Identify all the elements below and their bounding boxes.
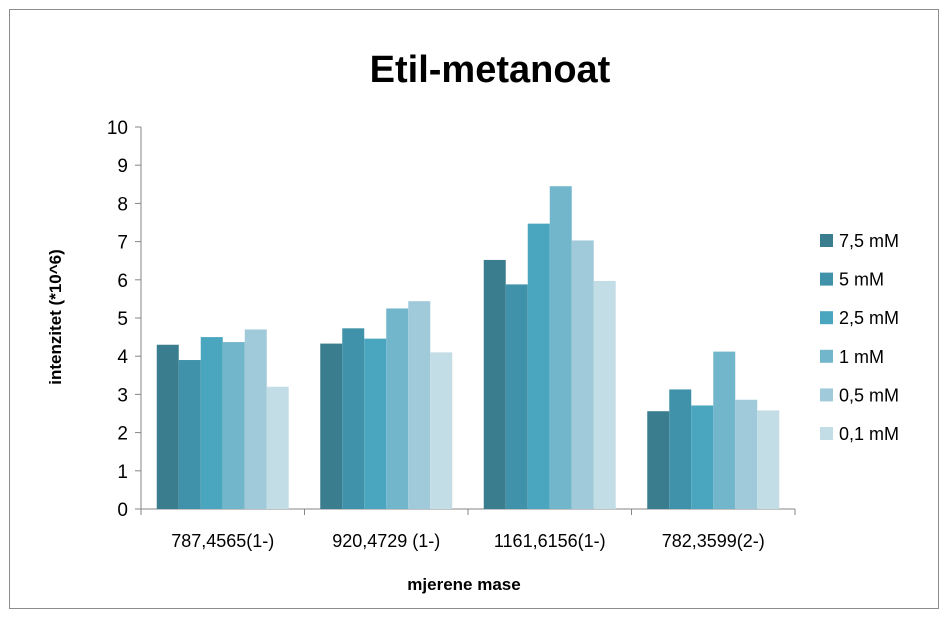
legend-label: 0,5 mM — [839, 385, 899, 405]
bar — [505, 284, 528, 509]
chart-title: Etil-metanoat — [370, 49, 611, 91]
y-tick-label: 5 — [117, 309, 128, 330]
y-axis-title: intenzitet (*10^6) — [46, 249, 65, 385]
legend-swatch — [820, 349, 833, 363]
plot-area: 0 1 2 3 4 5 6 7 8 9 10 787,4565(1-) 920,4729 (1-) 116… — [107, 118, 796, 551]
y-tick-label: 6 — [117, 271, 128, 292]
bar — [430, 352, 453, 509]
bar — [647, 411, 670, 509]
legend-swatch — [820, 427, 833, 440]
y-tick-label: 3 — [117, 385, 128, 406]
legend-label: 5 mM — [839, 270, 884, 290]
y-tick-label: 7 — [117, 233, 128, 254]
bar — [669, 389, 692, 509]
bar — [200, 337, 223, 509]
bar — [483, 259, 506, 509]
bar — [527, 223, 550, 509]
bar — [342, 328, 365, 509]
bar — [691, 405, 714, 509]
bar — [244, 329, 267, 509]
y-tick-label: 0 — [117, 500, 128, 521]
bar — [713, 351, 736, 509]
x-tick-label: 1161,6156(1-) — [494, 531, 606, 551]
x-tick-label: 782,3599(2-) — [662, 531, 765, 551]
bar — [222, 342, 245, 509]
bar — [178, 360, 201, 509]
bar — [735, 399, 758, 509]
y-tick-label: 1 — [117, 462, 128, 483]
bar — [266, 386, 289, 509]
bar — [408, 301, 431, 509]
y-tick-label: 8 — [117, 194, 128, 215]
bar — [320, 343, 343, 509]
bar-chart: Etil-metanoat mjerene mase intenzitet (*… — [46, 49, 899, 594]
legend-label: 2,5 mM — [839, 308, 899, 328]
legend-label: 1 mM — [839, 347, 884, 367]
bar — [364, 338, 387, 509]
x-tick-label: 787,4565(1-) — [171, 531, 274, 551]
y-tick-label: 4 — [117, 347, 128, 368]
y-tick-label: 9 — [117, 156, 128, 177]
legend-swatch — [820, 388, 833, 402]
bar — [549, 186, 572, 509]
bar — [757, 410, 780, 509]
legend-label: 7,5 mM — [839, 231, 899, 251]
bar — [156, 344, 179, 509]
y-tick-label: 10 — [107, 118, 128, 139]
legend-swatch — [820, 234, 833, 247]
x-axis-title: mjerene mase — [407, 575, 520, 594]
legend-swatch — [820, 311, 833, 325]
legend: 7,5 mM 5 mM 2,5 mM 1 mM 0,5 mM 0,1 mM — [820, 231, 899, 444]
x-tick-label: 920,4729 (1-) — [332, 531, 440, 551]
legend-label: 0,1 mM — [839, 424, 899, 444]
y-tick-label: 2 — [117, 424, 128, 445]
bar — [571, 240, 594, 510]
bar — [593, 280, 616, 509]
bar — [386, 308, 409, 509]
legend-swatch — [820, 272, 833, 286]
chart-frame: Etil-metanoat mjerene mase intenzitet (*… — [9, 9, 939, 609]
